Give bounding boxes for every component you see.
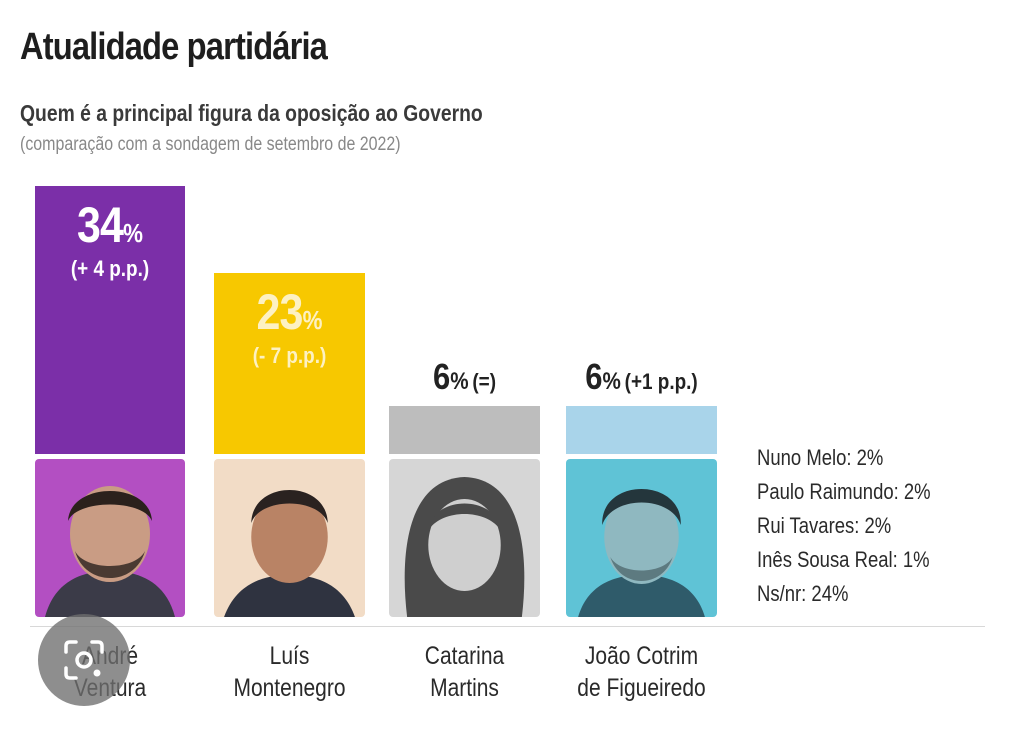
name-line: Catarina <box>424 642 505 670</box>
value-percent-sign: % <box>123 218 144 248</box>
value-label-catarina-martins: 6% (=) <box>400 356 530 398</box>
value-change: (- 7 p.p.) <box>252 343 327 368</box>
value-number: 6 <box>585 356 603 397</box>
chart-baseline <box>30 626 985 627</box>
other-figure-item: Ns/nr: 24% <box>757 581 849 606</box>
value-number: 34 <box>76 197 124 253</box>
value-percent-sign: % <box>450 368 469 395</box>
value-label-luis-montenegro: 23% (- 7 p.p.) <box>225 283 355 369</box>
value-number: 23 <box>256 284 303 340</box>
name-line: de Figueiredo <box>577 674 706 702</box>
name-line: João Cotrim <box>584 642 699 670</box>
portrait-joao-cotrim <box>566 459 717 617</box>
name-line: Martins <box>430 674 499 702</box>
value-label-joao-cotrim: 6% (+1 p.p.) <box>577 356 707 398</box>
name-line: Luís <box>269 642 310 670</box>
chart-subtitle: Quem é a principal figura da oposição ao… <box>20 100 483 126</box>
value-change: (+ 4 p.p.) <box>70 256 150 281</box>
value-label-andre-ventura: 34% (+ 4 p.p.) <box>46 196 175 282</box>
candidate-name-joao-cotrim: João Cotrim de Figueiredo <box>570 640 714 704</box>
portrait-illustration <box>214 459 365 617</box>
name-line: Montenegro <box>233 674 346 702</box>
lens-glyph <box>64 640 104 680</box>
value-number: 6 <box>432 356 451 397</box>
other-figure-item: Paulo Raimundo: 2% <box>757 479 931 504</box>
bar-luis-montenegro <box>214 273 365 454</box>
value-percent-sign: % <box>302 305 323 335</box>
bar-joao-cotrim <box>566 406 717 454</box>
other-figure-item: Nuno Melo: 2% <box>757 445 884 470</box>
portrait-illustration <box>389 459 540 617</box>
comparison-note: (comparação com a sondagem de setembro d… <box>20 134 401 155</box>
google-lens-icon[interactable] <box>38 614 130 706</box>
other-figure-item: Inês Sousa Real: 1% <box>757 547 930 572</box>
bar-andre-ventura <box>35 186 185 454</box>
value-change: (+1 p.p.) <box>624 369 698 394</box>
value-change: (=) <box>472 369 497 394</box>
portrait-illustration <box>566 459 717 617</box>
value-percent-sign: % <box>602 368 621 395</box>
candidate-name-catarina-martins: Catarina Martins <box>393 640 537 704</box>
portrait-andre-ventura <box>35 459 185 617</box>
candidate-name-luis-montenegro: Luís Montenegro <box>218 640 362 704</box>
chart-title: Atualidade partidária <box>20 26 328 68</box>
other-figures-list: Nuno Melo: 2% Paulo Raimundo: 2% Rui Tav… <box>757 441 931 611</box>
portrait-catarina-martins <box>389 459 540 617</box>
bar-catarina-martins <box>389 406 540 454</box>
portrait-luis-montenegro <box>214 459 365 617</box>
portrait-illustration <box>35 459 185 617</box>
other-figure-item: Rui Tavares: 2% <box>757 513 892 538</box>
